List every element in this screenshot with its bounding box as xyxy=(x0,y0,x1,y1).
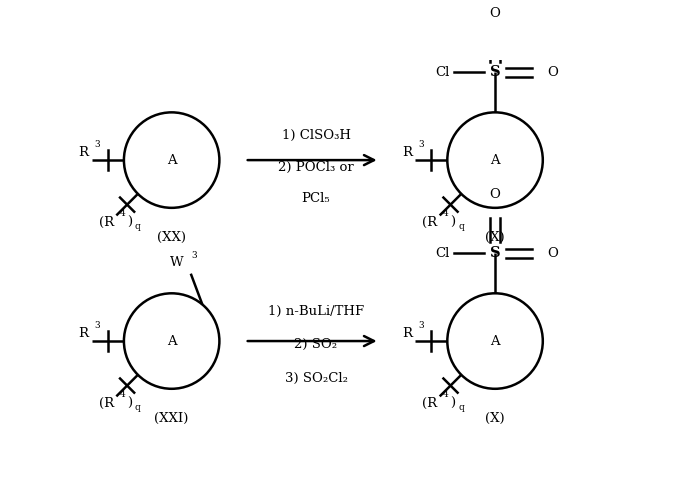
Text: A: A xyxy=(490,154,500,166)
Text: A: A xyxy=(490,334,500,347)
Text: q: q xyxy=(135,222,140,232)
Text: Cl: Cl xyxy=(435,247,449,260)
Text: (R: (R xyxy=(422,216,437,229)
Text: 1) ClSO₃H: 1) ClSO₃H xyxy=(282,129,351,142)
Text: 3: 3 xyxy=(95,140,100,149)
Text: 2) POCl₃ or: 2) POCl₃ or xyxy=(278,162,354,174)
Text: 4: 4 xyxy=(119,210,125,218)
Text: (XXI): (XXI) xyxy=(154,412,189,425)
Text: R: R xyxy=(402,146,412,158)
Text: S: S xyxy=(490,246,501,260)
Text: 3: 3 xyxy=(192,251,197,260)
Text: 3: 3 xyxy=(95,322,100,330)
Text: q: q xyxy=(458,222,464,232)
Text: ): ) xyxy=(127,397,132,410)
Text: ): ) xyxy=(451,397,456,410)
Text: (X): (X) xyxy=(485,412,505,425)
Text: R: R xyxy=(78,326,89,340)
Text: ): ) xyxy=(127,216,132,229)
Text: W: W xyxy=(169,256,183,269)
Text: (R: (R xyxy=(422,397,437,410)
Text: ): ) xyxy=(451,216,456,229)
Text: 3) SO₂Cl₂: 3) SO₂Cl₂ xyxy=(284,372,348,384)
Text: 4: 4 xyxy=(119,390,125,399)
Text: 3: 3 xyxy=(418,322,424,330)
Text: PCl₅: PCl₅ xyxy=(301,192,330,205)
Text: O: O xyxy=(490,188,501,201)
Text: (X): (X) xyxy=(485,231,505,244)
Text: A: A xyxy=(167,334,177,347)
Text: 2) SO₂: 2) SO₂ xyxy=(295,338,338,351)
Text: R: R xyxy=(402,326,412,340)
Text: A: A xyxy=(167,154,177,166)
Text: O: O xyxy=(548,247,559,260)
Text: 3: 3 xyxy=(418,140,424,149)
Text: (R: (R xyxy=(99,216,114,229)
Text: q: q xyxy=(458,404,464,412)
Text: Cl: Cl xyxy=(435,66,449,79)
Text: S: S xyxy=(490,66,501,80)
Text: O: O xyxy=(490,7,501,20)
Text: 4: 4 xyxy=(443,210,449,218)
Text: 1) n-BuLi/THF: 1) n-BuLi/THF xyxy=(268,306,364,318)
Text: (XX): (XX) xyxy=(157,231,186,244)
Text: R: R xyxy=(78,146,89,158)
Text: 4: 4 xyxy=(443,390,449,399)
Text: q: q xyxy=(135,404,140,412)
Text: (R: (R xyxy=(99,397,114,410)
Text: O: O xyxy=(548,66,559,79)
